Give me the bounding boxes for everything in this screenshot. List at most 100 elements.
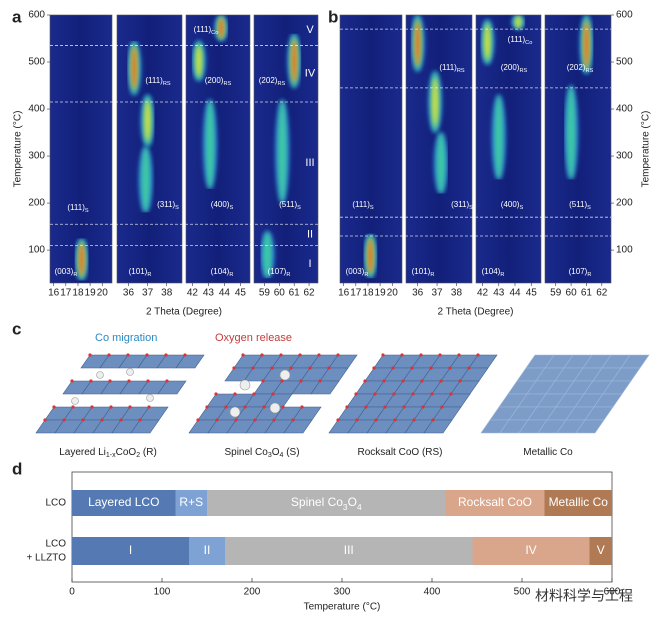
text-part: Spinel Co	[224, 447, 268, 458]
peak-label: (104)R	[482, 267, 505, 278]
text-part: (111)	[508, 35, 526, 44]
oxygen-atom	[476, 353, 480, 357]
subscript: R	[587, 272, 591, 278]
y-tick-label: 300	[616, 151, 633, 162]
x-tick-label: 38	[161, 288, 173, 299]
oxygen-atom	[196, 418, 200, 422]
peak-label: (200)RS	[501, 63, 528, 74]
text-part: (311)	[157, 200, 175, 209]
oxygen-atom	[232, 366, 236, 370]
segment-label: Spinel Co3O4	[291, 495, 362, 512]
x-tick-label: 16	[338, 288, 350, 299]
peak-streak	[369, 238, 373, 274]
text-part: (107)	[268, 267, 287, 276]
peak-label: (202)RS	[259, 76, 286, 87]
vacancy	[269, 402, 281, 414]
subplot-frame	[544, 14, 612, 284]
peak-streak	[567, 86, 576, 180]
text-part: (111)	[439, 63, 457, 72]
x-tick-label: 17	[350, 288, 362, 299]
oxygen-atom	[440, 405, 444, 409]
oxygen-atom	[128, 405, 132, 409]
x-tick-label: 62	[596, 288, 608, 299]
oxygen-atom	[299, 379, 303, 383]
vacancy	[71, 397, 79, 405]
oxygen-atom	[260, 353, 264, 357]
peak-streak	[80, 243, 84, 277]
x-tick-label: 43	[203, 288, 215, 299]
peak-label: (111)RS	[145, 76, 171, 87]
text-part: (003)	[55, 267, 74, 276]
crystal-structure	[188, 353, 358, 434]
subscript: 3	[343, 502, 348, 512]
region-label: I	[308, 258, 311, 270]
bar-segment	[207, 490, 446, 516]
peak-label: (111)RS	[439, 63, 465, 74]
subscript: R	[430, 272, 434, 278]
oxygen-atom	[205, 405, 209, 409]
oxygen-atom	[308, 366, 312, 370]
y-axis-label: Temperature (°C)	[13, 111, 24, 188]
subscript: R	[364, 272, 368, 278]
peak-streak	[494, 95, 503, 180]
text-part: (R)	[140, 447, 157, 458]
oxygen-atom	[146, 379, 150, 383]
text-part: II	[204, 543, 211, 557]
segment-label: II	[204, 543, 211, 557]
oxygen-atom	[280, 379, 284, 383]
oxygen-atom	[126, 353, 130, 357]
x-tick-label: 20	[97, 288, 109, 299]
oxygen-atom	[400, 353, 404, 357]
x-tick-label: 61	[581, 288, 593, 299]
subplot-frame	[339, 14, 403, 284]
oxygen-atom	[147, 405, 151, 409]
oxygen-atom	[381, 353, 385, 357]
panel-label: c	[12, 319, 21, 338]
oxygen-atom	[108, 379, 112, 383]
subplot-frame	[49, 14, 113, 284]
structure-label: Metallic Co	[523, 447, 573, 458]
y-tick-label: 500	[616, 57, 633, 68]
text-part: (101)	[412, 267, 431, 276]
panel-label: d	[12, 459, 22, 478]
text-part: (111)	[67, 203, 85, 212]
peak-streak	[515, 16, 521, 27]
x-tick-label: 36	[412, 288, 424, 299]
oxygen-atom	[354, 392, 358, 396]
structure-label: Spinel Co3O4 (S)	[224, 447, 299, 460]
oxygen-atom	[431, 418, 435, 422]
x-tick-label: 18	[362, 288, 374, 299]
annotation: Oxygen release	[215, 332, 292, 344]
x-tick-label: 19	[375, 288, 387, 299]
y-tick-label: 100	[28, 245, 45, 256]
oxygen-atom	[291, 418, 295, 422]
oxygen-atom	[458, 379, 462, 383]
subplot-frame	[405, 14, 473, 284]
text-part: (111)	[145, 76, 163, 85]
text-part: Metallic Co	[523, 447, 573, 458]
x-tick-label: 60	[566, 288, 578, 299]
oxygen-atom	[81, 418, 85, 422]
x-tick-label: 45	[526, 288, 538, 299]
text-part: Layered LCO	[88, 495, 159, 509]
bar-segment	[225, 537, 473, 565]
oxygen-atom	[300, 405, 304, 409]
peak-label: (202)RS	[567, 63, 594, 74]
segment-label: Rocksalt CoO	[458, 495, 532, 509]
x-tick-label: 44	[509, 288, 521, 299]
oxygen-atom	[336, 353, 340, 357]
oxygen-atom	[214, 392, 218, 396]
oxygen-atom	[270, 366, 274, 370]
peak-label: (200)RS	[205, 76, 232, 87]
subscript: RS	[223, 81, 231, 87]
vacancy	[96, 371, 104, 379]
oxygen-atom	[262, 405, 266, 409]
peak-label: (311)S	[451, 200, 473, 211]
oxygen-atom	[109, 405, 113, 409]
text-part: Spinel Co	[291, 495, 343, 509]
text-part: (511)	[279, 200, 297, 209]
oxygen-atom	[401, 379, 405, 383]
oxygen-atom	[252, 392, 256, 396]
vacancy	[239, 379, 251, 391]
text-part: (101)	[129, 267, 148, 276]
